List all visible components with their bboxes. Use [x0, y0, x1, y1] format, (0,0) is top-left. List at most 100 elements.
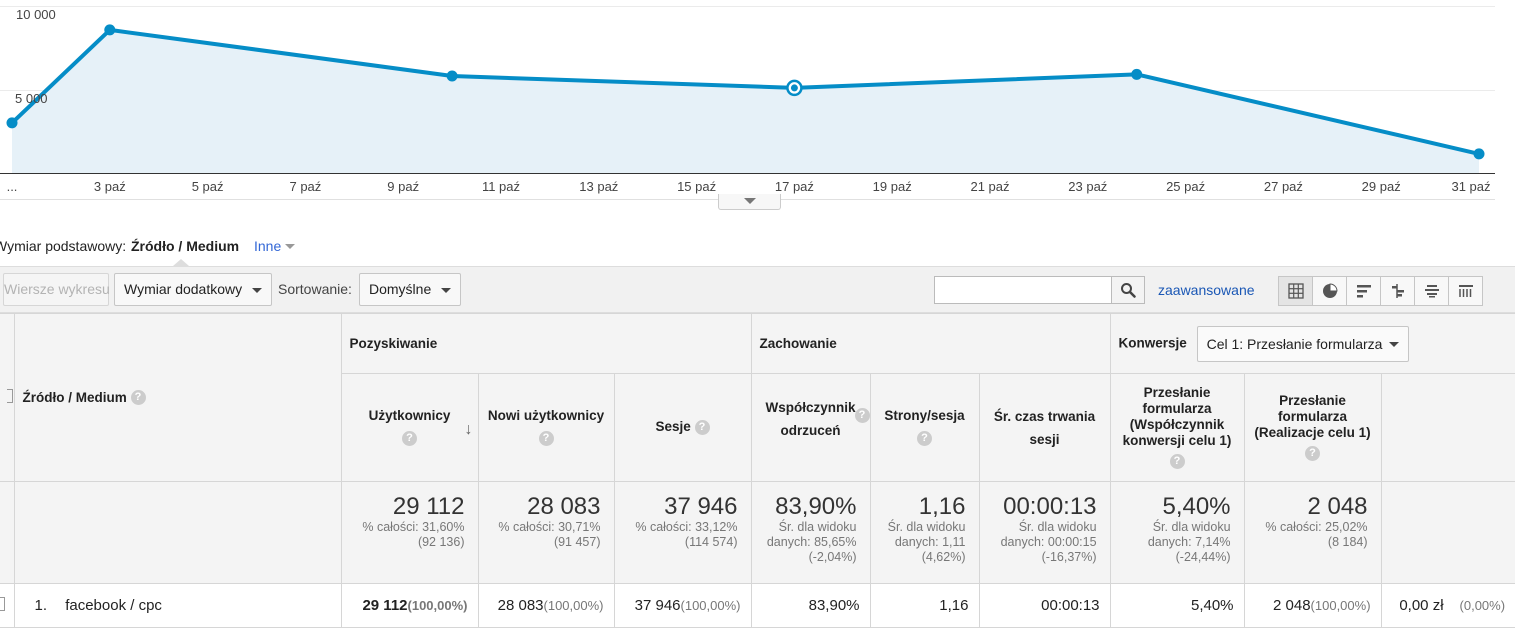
total-pages-session: 1,16 Śr. dla widoku danych: 1,11 (4,62%) — [869, 481, 980, 584]
chart-collapse-toggle[interactable] — [718, 194, 781, 210]
x-tick-label: 19 paź — [873, 179, 912, 194]
total-note: (8 184) — [1327, 535, 1368, 549]
total-note: (91 457) — [553, 535, 601, 549]
col-sessions[interactable]: Sesje ? — [613, 373, 752, 482]
sort-type-dropdown[interactable]: Domyślne — [359, 273, 461, 306]
help-icon[interactable]: ? — [854, 408, 870, 424]
help-icon[interactable]: ? — [1305, 446, 1321, 462]
group-conversions: Konwersje Cel 1: Przesłanie formularza — [1109, 313, 1515, 374]
chevron-down-icon[interactable] — [285, 244, 295, 249]
help-icon[interactable]: ? — [1169, 454, 1185, 470]
x-tick-label: 27 paź — [1264, 179, 1303, 194]
col-new-users[interactable]: Nowi użytkownicy ? — [477, 373, 615, 482]
chart-point-highlight-dot — [790, 84, 798, 92]
help-icon[interactable]: ? — [538, 431, 554, 447]
metric-header-row: Użytkownicy ? ↓ Nowi użytkownicy ? Sesje… — [0, 373, 1515, 482]
row-new-users-value: 28 083 — [497, 597, 544, 614]
col-bounce-rate-label: Współczynnik odrzuceń — [765, 400, 856, 439]
col-bounce-rate[interactable]: Współczynnik odrzuceń ? — [750, 373, 871, 482]
view-data-button[interactable] — [1278, 276, 1313, 306]
x-tick-label: 25 paź — [1166, 179, 1205, 194]
col-pages-session[interactable]: Strony/sesja ? — [869, 373, 980, 482]
chevron-down-icon — [744, 198, 756, 204]
row-users-pct: (100,00%) — [407, 598, 468, 613]
bars-icon — [1356, 285, 1371, 298]
total-note: (92 136) — [417, 535, 465, 549]
total-note: (-24,44%) — [1175, 550, 1231, 564]
view-comparison-button[interactable] — [1380, 276, 1415, 306]
total-users: 29 112% całości: 31,60% (92 136) — [340, 481, 479, 584]
total-note: (4,62%) — [921, 550, 966, 564]
col-users[interactable]: Użytkownicy ? ↓ — [340, 373, 479, 482]
table-view-switcher — [1278, 276, 1483, 306]
advanced-filter-link[interactable]: zaawansowane — [1158, 282, 1255, 298]
chevron-down-icon — [252, 288, 262, 293]
view-performance-button[interactable] — [1346, 276, 1381, 306]
checkbox[interactable] — [0, 596, 5, 611]
primary-dimension-other-link[interactable]: Inne — [254, 238, 282, 254]
col-goal-completions[interactable]: Przesłanie formularza (Realizacje celu 1… — [1243, 373, 1382, 482]
row-sessions-value: 37 946 — [634, 597, 681, 614]
row-pages-session: 1,16 — [869, 583, 980, 628]
col-goal-conv-rate[interactable]: Przesłanie formularza (Współczynnik konw… — [1109, 373, 1245, 482]
total-value: 00:00:13 — [1003, 493, 1097, 520]
help-icon[interactable]: ? — [402, 431, 417, 447]
dimension-header-label[interactable]: Źródło / Medium — [22, 389, 127, 405]
chart-area-fill — [12, 29, 1479, 174]
y-tick-label: 10 000 — [16, 7, 56, 22]
primary-dimension-selected[interactable]: Źródło / Medium — [131, 238, 240, 254]
total-bounce-rate: 83,90% Śr. dla widoku danych: 85,65% (-2,04… — [750, 481, 871, 584]
sort-type-value: Domyślne — [369, 281, 432, 297]
row-sessions: 37 946(100,00%) — [613, 583, 752, 628]
table-row[interactable]: 1. facebook / cpc 29 112(100,00%) 28 083… — [0, 583, 1515, 628]
row-bounce-rate: 83,90% — [750, 583, 871, 628]
search-button[interactable] — [1111, 276, 1145, 304]
total-note: danych: 1,11 — [894, 535, 966, 549]
x-tick-label: 29 paź — [1362, 179, 1401, 194]
totals-check-cell — [0, 481, 15, 584]
primary-dimension-label: Wymiar podstawowy: — [0, 238, 127, 254]
col-avg-duration[interactable]: Śr. czas trwania sesji — [978, 373, 1111, 482]
total-note: % całości: 30,71% — [498, 520, 601, 534]
y-axis-labels: 10 000 5 000 — [15, 7, 56, 106]
total-value: 28 083 — [527, 493, 601, 520]
y-tick-label: 5 000 — [15, 91, 48, 106]
total-avg-duration: 00:00:13 Śr. dla widoku danych: 00:00:15 (-… — [978, 481, 1111, 584]
group-header-row: Źródło / Medium ? Pozyskiwanie Zachowani… — [0, 313, 1515, 482]
plot-rows-button[interactable]: Wiersze wykresu — [3, 273, 110, 306]
secondary-dimension-dropdown[interactable]: Wymiar dodatkowy — [114, 273, 272, 306]
group-conversions-label: Konwersje — [1118, 335, 1187, 351]
help-icon[interactable]: ? — [917, 431, 932, 447]
total-note: danych: 7,14% — [1147, 535, 1231, 549]
row-checkbox-cell[interactable] — [0, 583, 15, 628]
help-icon[interactable]: ? — [130, 390, 146, 406]
chart-point[interactable] — [446, 70, 458, 82]
checkbox[interactable] — [7, 389, 13, 403]
x-tick-label: 31 paź — [1451, 179, 1490, 194]
row-goal-value: 0,00 zł (0,00%) — [1380, 583, 1515, 628]
group-behavior: Zachowanie — [750, 313, 1111, 374]
view-pivot-button[interactable] — [1448, 276, 1483, 306]
sort-label: Sortowanie: — [278, 281, 352, 297]
view-term-cloud-button[interactable] — [1414, 276, 1449, 306]
total-note: danych: 00:00:15 — [1000, 535, 1097, 549]
pie-icon — [1322, 283, 1338, 298]
col-goal-completions-label: Przesłanie formularza (Realizacje celu 1… — [1254, 393, 1371, 441]
total-value: 37 946 — [664, 493, 738, 520]
row-new-users-pct: (100,00%) — [543, 598, 604, 613]
col-goal-value[interactable] — [1380, 373, 1515, 482]
total-note: (-16,37%) — [1041, 550, 1097, 564]
row-dimension-link[interactable]: facebook / cpc — [65, 597, 162, 614]
chart-point[interactable] — [6, 117, 18, 129]
goal-select-dropdown[interactable]: Cel 1: Przesłanie formularza — [1196, 325, 1409, 362]
select-all-cell[interactable] — [0, 313, 15, 482]
table-icon — [1458, 285, 1473, 297]
chart-point[interactable] — [1473, 148, 1485, 160]
view-percentage-button[interactable] — [1312, 276, 1347, 306]
chart-point[interactable] — [104, 24, 116, 36]
total-value: 5,40% — [1162, 493, 1231, 520]
chart-point[interactable] — [1131, 68, 1143, 80]
col-avg-duration-label: Śr. czas trwania sesji — [993, 408, 1096, 447]
table-search-input[interactable] — [934, 276, 1112, 304]
help-icon[interactable]: ? — [694, 420, 710, 436]
